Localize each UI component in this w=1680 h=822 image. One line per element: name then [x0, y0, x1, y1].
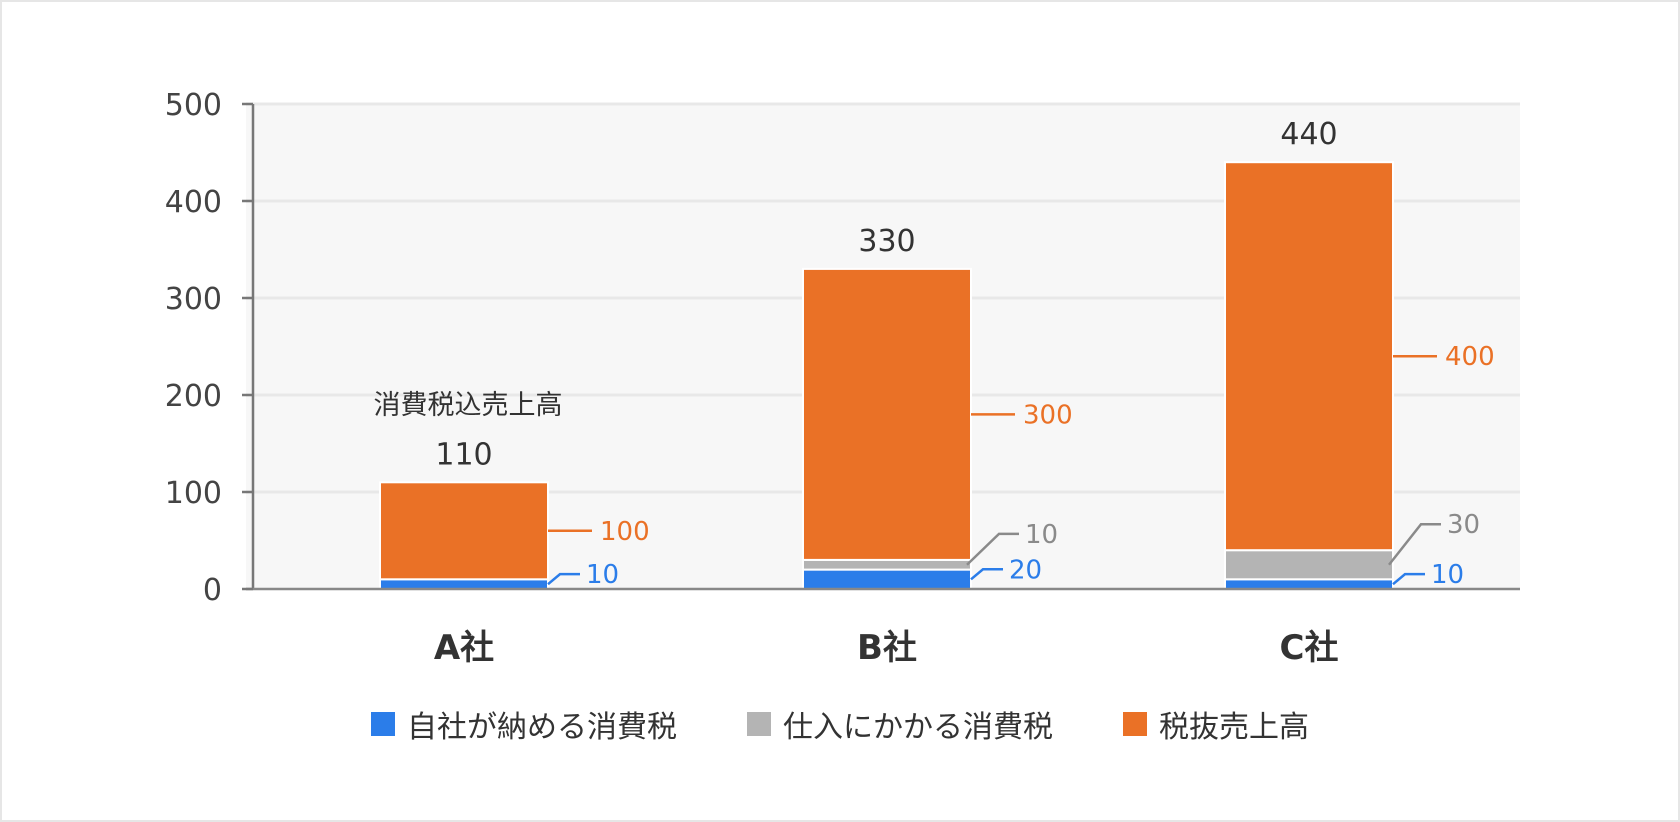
- labels: 10 100 110 A社 20 10 300 330 B社 10 30 400 440 C社: [434, 117, 1495, 668]
- legend-item: 税抜売上高: [1123, 702, 1309, 746]
- total-label: 330: [858, 224, 915, 259]
- y-tick-label: 200: [165, 379, 222, 414]
- segment-value-label: 10: [1431, 560, 1464, 590]
- category-label: A社: [434, 628, 494, 668]
- segment-value-label: 300: [1023, 400, 1073, 430]
- bar-segment: [802, 267, 972, 561]
- bar-segment: [802, 568, 972, 590]
- y-tick-label: 300: [165, 282, 222, 317]
- leader-line: [970, 568, 1003, 581]
- leader-line: [1388, 522, 1441, 566]
- y-tick-label: 100: [165, 476, 222, 511]
- segment-value-label: 20: [1009, 555, 1042, 585]
- axes: 0 100 200 300 400 500: [165, 88, 1520, 608]
- category-label: B社: [857, 628, 917, 668]
- legend-item: 仕入にかかる消費税: [747, 702, 1053, 746]
- segment-value-label: 10: [1025, 520, 1058, 550]
- bar-segment: [379, 481, 549, 581]
- bar-segment: [1224, 578, 1394, 590]
- total-label: 440: [1280, 117, 1337, 152]
- leader-line: [1392, 572, 1425, 586]
- legend-item: 自社が納める消費税: [371, 702, 677, 746]
- bars: [379, 161, 1394, 590]
- y-tick-label: 0: [203, 573, 222, 608]
- segment-value-label: 10: [586, 560, 619, 590]
- y-tick-label: 400: [165, 185, 222, 220]
- bar-segment: [1224, 161, 1394, 552]
- total-label: 110: [435, 437, 492, 472]
- y-tick-label: 500: [165, 88, 222, 123]
- total-sales-annotation: 消費税込売上高: [374, 390, 563, 421]
- legend-swatch: [1123, 712, 1147, 736]
- legend-swatch: [747, 712, 771, 736]
- legend-label: 税抜売上高: [1159, 710, 1309, 745]
- segment-value-label: 30: [1447, 510, 1480, 540]
- segment-value-label: 400: [1445, 342, 1495, 372]
- legend-label: 仕入にかかる消費税: [783, 710, 1053, 745]
- leader-line: [966, 532, 1019, 566]
- legend-swatch: [371, 712, 395, 736]
- legend-label: 自社が納める消費税: [407, 710, 677, 745]
- bar-segment: [1224, 549, 1394, 581]
- bar-segment: [802, 558, 972, 571]
- bar-segment: [379, 578, 549, 590]
- segment-value-label: 100: [600, 517, 650, 547]
- category-label: C社: [1280, 628, 1339, 668]
- leader-line: [547, 572, 580, 586]
- legend: 自社が納める消費税 仕入にかかる消費税 税抜売上高: [0, 702, 1680, 746]
